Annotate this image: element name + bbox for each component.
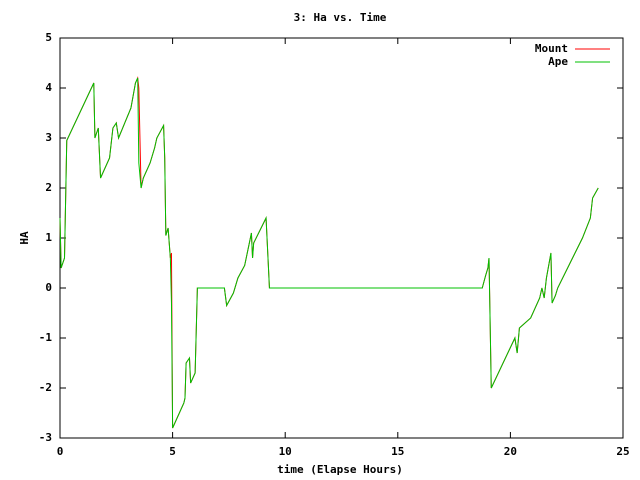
y-tick-label: 3 (45, 131, 52, 144)
x-axis-label: time (Elapse Hours) (277, 463, 403, 476)
chart-title: 3: Ha vs. Time (294, 11, 387, 24)
x-tick-label: 10 (279, 445, 292, 458)
legend-label: Mount (535, 42, 568, 55)
y-axis-label: HA (18, 231, 31, 245)
x-tick-label: 0 (57, 445, 64, 458)
y-tick-label: 2 (45, 181, 52, 194)
x-tick-label: 15 (391, 445, 404, 458)
y-tick-label: -3 (39, 431, 52, 444)
series-line (59, 77, 599, 429)
y-tick-label: 5 (45, 31, 52, 44)
x-tick-label: 5 (169, 445, 176, 458)
y-tick-label: 1 (45, 231, 52, 244)
x-tick-label: 25 (616, 445, 629, 458)
x-tick-label: 20 (504, 445, 517, 458)
legend-label: Ape (548, 55, 568, 68)
y-tick-label: 0 (45, 281, 52, 294)
y-tick-label: -2 (39, 381, 52, 394)
y-tick-label: -1 (39, 331, 53, 344)
y-tick-label: 4 (45, 81, 52, 94)
